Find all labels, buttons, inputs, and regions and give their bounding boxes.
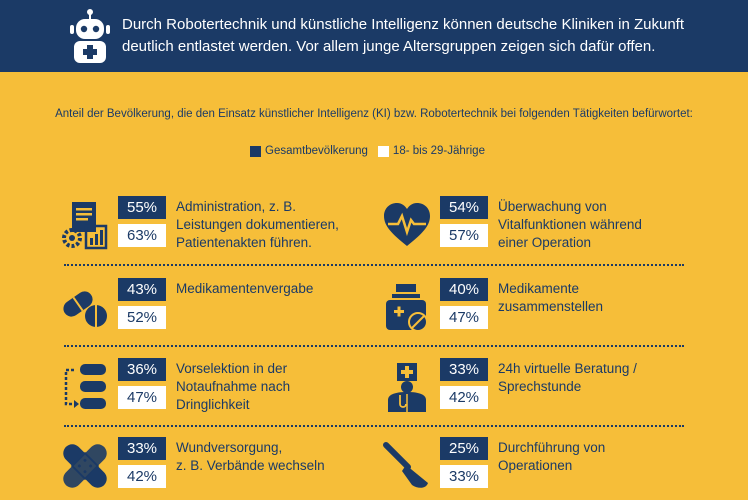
value-total: 33% — [440, 358, 488, 381]
divider — [64, 264, 684, 266]
value-total: 43% — [118, 278, 166, 301]
value-total: 25% — [440, 437, 488, 460]
category-label: Administration, z. B. Leistungen dokumen… — [176, 199, 339, 250]
heart-pulse-icon — [384, 203, 430, 246]
category-label: Medikamente zusammenstellen — [498, 281, 604, 314]
chart-title: Anteil der Bevölkerung, die den Einsatz … — [55, 108, 693, 120]
triage-flow-icon — [64, 364, 106, 409]
value-young: 63% — [118, 224, 166, 247]
item-administration: 55% 63% Administration, z. B. Leistungen… — [60, 196, 380, 258]
value-young: 47% — [118, 386, 166, 409]
category-label: Vorselektion in der Notaufnahme nach Dri… — [176, 361, 291, 412]
documents-gear-chart-icon — [62, 202, 108, 250]
item-triage: 36% 47% Vorselektion in der Notaufnahme … — [60, 358, 380, 420]
value-young: 42% — [118, 465, 166, 488]
item-wound-care: 33% 42% Wundversorgung, z. B. Verbände w… — [60, 437, 380, 499]
item-surgery: 25% 33% Durchführung von Operationen — [382, 437, 702, 499]
robot-icon — [70, 9, 110, 63]
bandage-icon — [63, 444, 107, 488]
pills-icon — [63, 291, 107, 327]
medicine-jar-icon — [386, 284, 428, 332]
value-young: 47% — [440, 306, 488, 329]
scalpel-icon — [383, 442, 428, 488]
category-label: Überwachung von Vitalfunktionen während … — [498, 199, 642, 250]
item-compound-medication: 40% 47% Medikamente zusammenstellen — [382, 278, 702, 340]
legend-label-young: 18- bis 29-Jährige — [392, 145, 485, 157]
value-young: 52% — [118, 306, 166, 329]
header-banner: Durch Robotertechnik und künstliche Inte… — [0, 0, 748, 72]
doctor-icon — [388, 363, 426, 412]
category-label: 24h virtuelle Beratung / Sprechstunde — [498, 361, 637, 394]
value-total: 33% — [118, 437, 166, 460]
category-label: Wundversorgung, z. B. Verbände wechseln — [176, 440, 325, 473]
value-young: 33% — [440, 465, 488, 488]
value-total: 55% — [118, 196, 166, 219]
value-young: 57% — [440, 224, 488, 247]
legend-label-total: Gesamtbevölkerung — [265, 145, 368, 157]
item-virtual-consultation: 33% 42% 24h virtuelle Beratung / Sprechs… — [382, 358, 702, 420]
legend-swatch-total — [250, 145, 261, 157]
item-vital-monitoring: 54% 57% Überwachung von Vitalfunktionen … — [382, 196, 702, 258]
category-label: Medikamentenvergabe — [176, 281, 314, 296]
value-total: 40% — [440, 278, 488, 301]
legend: Gesamtbevölkerung 18- bis 29-Jährige — [250, 143, 495, 159]
divider — [64, 345, 684, 347]
value-young: 42% — [440, 386, 488, 409]
header-text: Durch Robotertechnik und künstliche Inte… — [122, 16, 685, 55]
item-medication: 43% 52% Medikamentenvergabe — [60, 278, 380, 340]
legend-swatch-young — [377, 145, 389, 157]
value-total: 36% — [118, 358, 166, 381]
divider — [64, 425, 684, 427]
category-label: Durchführung von Operationen — [498, 440, 606, 473]
value-total: 54% — [440, 196, 488, 219]
